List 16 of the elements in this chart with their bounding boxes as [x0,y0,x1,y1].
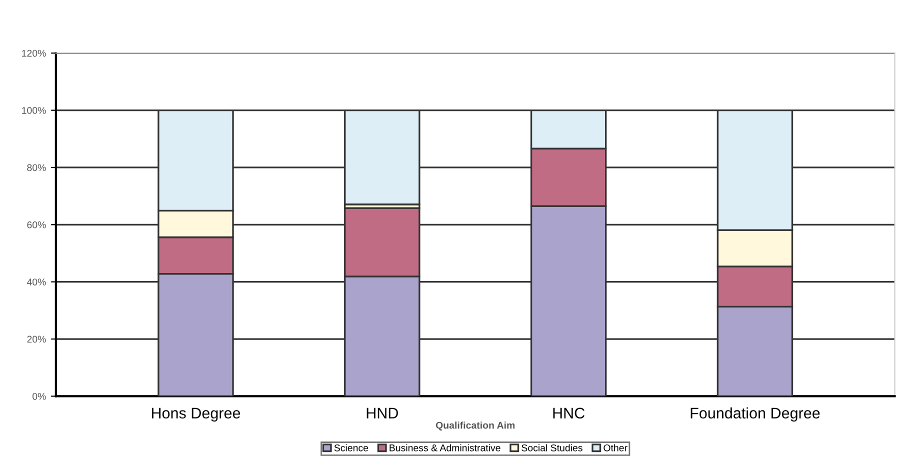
x-tick-label: Foundation Degree [690,407,820,422]
y-tick-label: 0% [32,392,46,400]
y-tick-label: 20% [27,336,46,343]
x-tick-label: HNC [553,408,585,419]
y-tick-label: 80% [27,164,46,172]
legend-label: Science [334,444,368,452]
y-tick-label: 100% [22,107,46,114]
legend-label: Social Studies [522,444,582,452]
x-tick-label: Hons Degree [152,408,240,422]
legend-label: Other [604,444,628,452]
y-tick-label: 60% [27,221,46,228]
x-tick-label: HND [366,408,398,418]
x-axis-title: Qualification Aim [436,422,515,431]
legend-label: Business & Administrative [390,444,500,452]
y-tick-label: 40% [26,278,46,286]
y-tick-label: 120% [22,50,46,57]
